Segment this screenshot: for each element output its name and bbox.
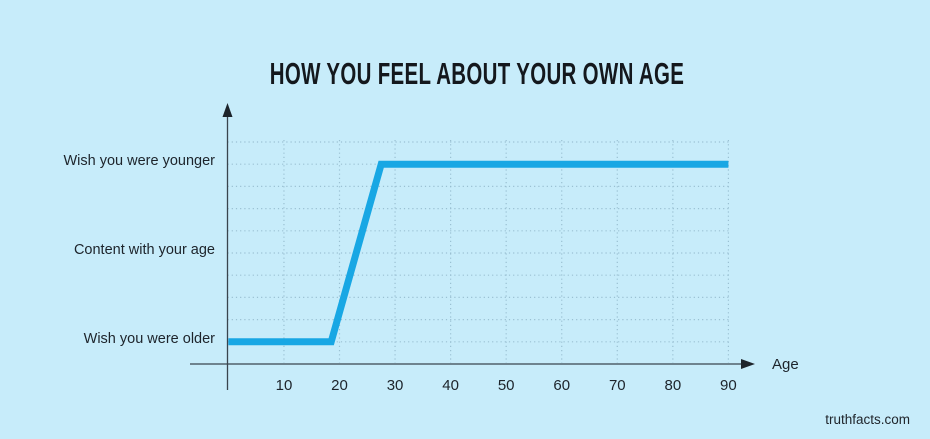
x-tick-label: 10 <box>275 377 293 394</box>
chart-title: HOW YOU FEEL ABOUT YOUR OWN AGE <box>269 56 685 91</box>
y-category-label: Wish you were younger <box>63 153 215 170</box>
x-axis-title: Age <box>772 356 799 373</box>
x-tick-label: 30 <box>386 377 404 394</box>
x-tick-label: 50 <box>497 377 515 394</box>
x-tick-label: 90 <box>720 377 737 394</box>
x-tick-label: 80 <box>664 377 682 394</box>
x-axis-arrow-icon <box>741 359 755 369</box>
x-tick-label: 20 <box>331 377 348 394</box>
y-axis-arrow-icon <box>222 103 233 117</box>
x-tick-label: 60 <box>553 377 571 394</box>
x-tick-label: 70 <box>608 377 626 394</box>
y-category-label: Wish you were older <box>83 330 215 347</box>
watermark-text: truthfacts.com <box>825 412 910 427</box>
y-category-label: Content with your age <box>73 242 215 258</box>
x-tick-label: 40 <box>442 377 459 394</box>
data-line-series <box>228 160 729 346</box>
